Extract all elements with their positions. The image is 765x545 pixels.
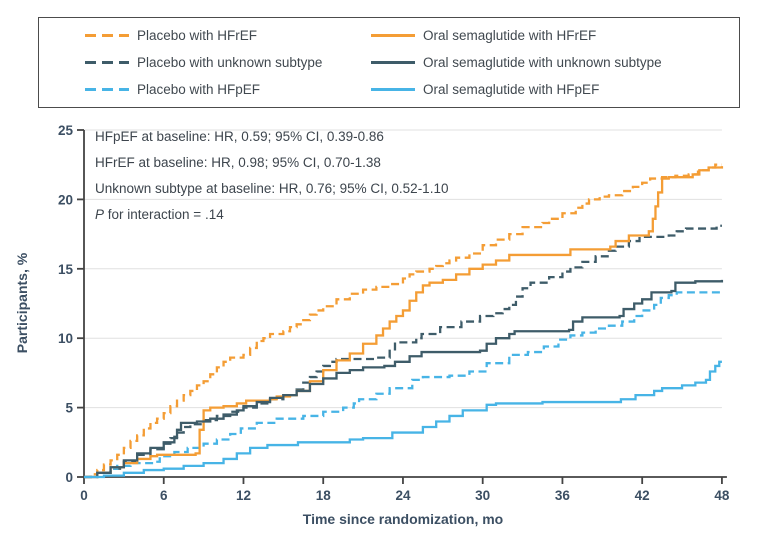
legend-item-sema-hfref: Oral semaglutide with HFrEF (371, 25, 739, 47)
y-tick-label-0: 0 (65, 470, 73, 485)
series-line-1 (84, 166, 724, 479)
annotation-line-unknown: Unknown subtype at baseline: HR, 0.76; 9… (95, 181, 449, 196)
legend-item-sema-hfpef: Oral semaglutide with HFpEF (371, 78, 739, 100)
blue-solid-line-icon (371, 87, 415, 91)
legend-item-placebo-unknown: Placebo with unknown subtype (85, 52, 371, 74)
series-line-5 (84, 360, 722, 479)
orange-solid-line-icon (371, 34, 415, 38)
series-line-4 (84, 291, 722, 479)
series-line-2 (84, 224, 722, 479)
legend-label: Placebo with HFpEF (137, 81, 261, 97)
blue-dashed-line-icon (85, 87, 129, 91)
legend-label: Oral semaglutide with HFrEF (423, 28, 597, 44)
x-tick-label-30: 30 (475, 488, 490, 503)
x-tick-label-0: 0 (80, 488, 88, 503)
legend-label: Oral semaglutide with unknown subtype (423, 55, 662, 70)
legend-item-placebo-hfref: Placebo with HFrEF (85, 25, 371, 47)
x-tick-label-48: 48 (714, 488, 730, 503)
p-value-text: for interaction = .14 (104, 207, 224, 222)
slate-dashed-line-icon (85, 61, 129, 64)
legend-item-placebo-hfpef: Placebo with HFpEF (85, 78, 371, 100)
annotation-line-p-interaction: P for interaction = .14 (95, 202, 448, 228)
y-axis-title: Participants, % (14, 252, 30, 354)
legend-box: Placebo with HFrEF Oral semaglutide with… (38, 17, 740, 108)
y-tick-label-25: 25 (58, 123, 74, 138)
annotation-line-hfref: HFrEF at baseline: HR, 0.98; 95% CI, 0.7… (95, 155, 381, 170)
x-axis-title: Time since randomization, mo (302, 511, 504, 527)
x-tick-label-42: 42 (635, 488, 650, 503)
series-line-3 (84, 279, 724, 479)
hazard-ratio-annotation: HFpEF at baseline: HR, 0.59; 95% CI, 0.3… (95, 124, 448, 228)
x-tick-label-24: 24 (395, 488, 411, 503)
p-symbol: P (95, 207, 105, 222)
slate-solid-line-icon (371, 61, 415, 64)
x-tick-label-18: 18 (316, 488, 332, 503)
x-tick-label-12: 12 (236, 488, 251, 503)
orange-dashed-line-icon (85, 34, 129, 38)
x-tick-label-36: 36 (555, 488, 571, 503)
y-tick-label-20: 20 (58, 192, 73, 207)
legend-label: Placebo with unknown subtype (137, 55, 323, 70)
legend-label: Placebo with HFrEF (137, 28, 258, 44)
legend-label: Oral semaglutide with HFpEF (423, 81, 600, 97)
x-tick-label-6: 6 (160, 488, 168, 503)
annotation-line-hfpef: HFpEF at baseline: HR, 0.59; 95% CI, 0.3… (95, 129, 384, 144)
legend-item-sema-unknown: Oral semaglutide with unknown subtype (371, 52, 739, 74)
y-tick-label-15: 15 (58, 262, 74, 277)
series-line-0 (84, 163, 722, 479)
y-tick-label-10: 10 (58, 331, 73, 346)
y-tick-label-5: 5 (65, 401, 73, 416)
